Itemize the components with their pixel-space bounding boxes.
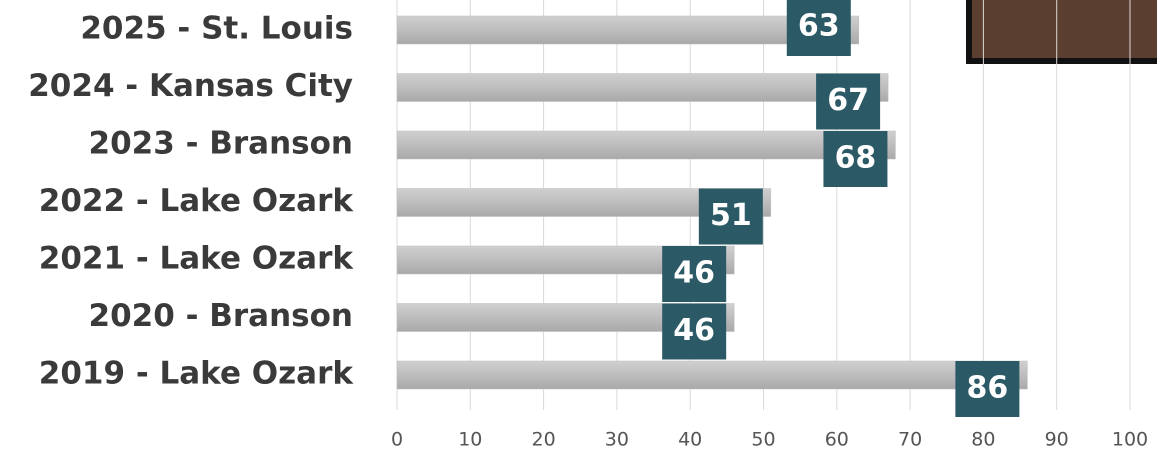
category-label: 2024 - Kansas City [28, 68, 353, 104]
data-label-box [786, 0, 851, 56]
x-tick-label: 40 [678, 429, 702, 450]
data-label: 68 [835, 141, 877, 176]
category-label: 2020 - Branson [89, 298, 353, 334]
photo [972, 0, 1157, 58]
data-label-box [698, 188, 763, 245]
data-label: 51 [710, 198, 752, 233]
bar [396, 15, 860, 45]
category-label: 2019 - Lake Ozark [39, 356, 355, 392]
x-tick-label: 0 [391, 429, 403, 450]
x-tick-label: 100 [1112, 429, 1148, 450]
category-label: 2023 - Branson [89, 126, 353, 162]
bar [396, 73, 889, 102]
data-label: 67 [827, 83, 869, 118]
x-tick-label: 70 [898, 429, 922, 450]
data-label-box [816, 73, 881, 130]
x-tick-label: 20 [532, 429, 556, 450]
bar [396, 130, 896, 160]
data-label: 46 [673, 313, 715, 348]
data-label-box [662, 246, 727, 302]
data-label-box [823, 131, 888, 187]
bar [396, 360, 1028, 390]
data-label: 46 [673, 256, 715, 291]
x-tick-label: 60 [825, 429, 849, 450]
category-label: 2021 - Lake Ozark [39, 241, 355, 277]
x-tick-label: 80 [971, 429, 995, 450]
category-label: 2022 - Lake Ozark [39, 183, 355, 219]
category-label: 2025 - St. Louis [80, 11, 353, 47]
data-label: 63 [798, 9, 840, 44]
x-tick-label: 10 [458, 429, 482, 450]
data-label-box [662, 303, 727, 360]
x-tick-label: 50 [751, 429, 775, 450]
x-tick-label: 30 [605, 429, 629, 450]
data-label: 86 [967, 371, 1009, 406]
data-label-box [955, 361, 1020, 417]
x-tick-label: 90 [1045, 429, 1069, 450]
